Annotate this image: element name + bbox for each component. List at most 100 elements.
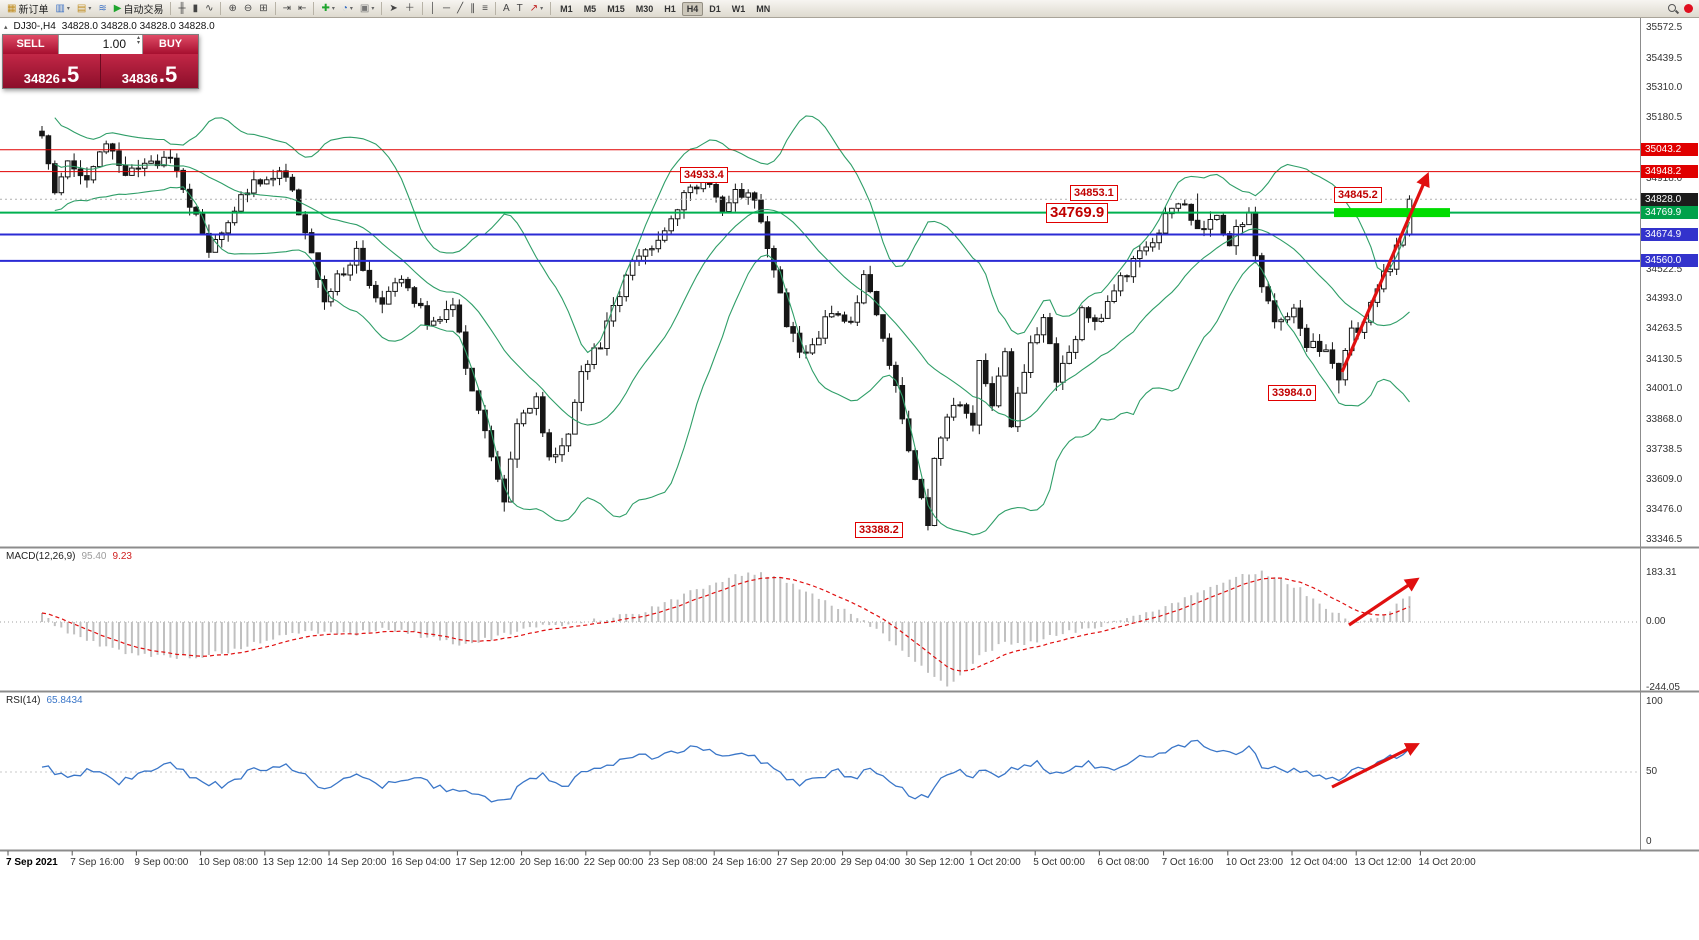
fibonacci-icon-icon: ≡	[482, 2, 488, 14]
price-annotation[interactable]: 33984.0	[1268, 385, 1316, 402]
text-icon[interactable]: A	[500, 1, 513, 16]
channel-icon[interactable]: ∥	[467, 1, 478, 16]
macd-histogram	[41, 570, 1411, 687]
horizontal-line-icon[interactable]: ─	[440, 1, 453, 16]
sell-price-frac: .5	[60, 62, 80, 88]
chart-symbol-ohlc: ▴ DJ30-,H4 34828.0 34828.0 34828.0 34828…	[4, 21, 215, 32]
templates-icon-icon: ▣	[359, 2, 370, 14]
crosshair-icon-icon: ＋	[404, 2, 415, 14]
volume-value: 1.00	[102, 37, 126, 51]
auto-scroll-icon[interactable]: ⇥	[280, 1, 294, 16]
trendline-icon[interactable]: ╱	[454, 1, 466, 16]
cursor-icon[interactable]: ➤	[386, 1, 400, 16]
candlesticks	[39, 126, 1413, 531]
bars-chart-icon[interactable]: ╫	[175, 1, 188, 16]
text-label-icon[interactable]: T	[514, 1, 526, 16]
tile-windows-icon[interactable]: ⊞	[256, 1, 270, 16]
buy-price[interactable]: 34836 .5	[100, 54, 198, 88]
channel-icon-icon: ∥	[470, 2, 476, 14]
one-click-trading-panel: SELL 1.00 ▴ ▾ BUY 34826 .5 34836 .5	[2, 34, 199, 89]
toolbar-separator	[170, 2, 172, 15]
sell-price[interactable]: 34826 .5	[3, 54, 100, 88]
templates-icon[interactable]: ▣ ▾	[357, 1, 377, 16]
vertical-line-icon[interactable]: │	[427, 1, 439, 16]
one-click-collapse-button[interactable]: ▴	[4, 23, 8, 31]
buy-button[interactable]: BUY	[143, 35, 198, 54]
volume-input[interactable]: 1.00 ▴ ▾	[58, 35, 143, 54]
period-selector-icon-icon: ◔	[341, 2, 348, 14]
period-selector-icon[interactable]: ◔ ▾	[339, 1, 356, 16]
zoom-in-icon-icon: ⊕	[228, 2, 237, 14]
timeframe-m15[interactable]: M15	[602, 2, 630, 16]
profiles-icon-icon: ▤	[76, 2, 87, 14]
macd-signal-line	[41, 576, 1410, 672]
spinner-up-icon[interactable]: ▴	[136, 35, 140, 41]
time-axis[interactable]	[0, 852, 1699, 940]
arrows-tool-icon-icon: ↗	[529, 2, 539, 14]
toolbar-separator	[550, 2, 552, 15]
timeframe-mn[interactable]: MN	[751, 2, 775, 16]
timeframe-m1[interactable]: M1	[555, 2, 578, 16]
panel-separator-line	[0, 849, 1699, 852]
dropdown-arrow-icon: ▾	[349, 6, 353, 12]
zoom-out-icon[interactable]: ⊖	[241, 1, 255, 16]
panel-separator[interactable]	[0, 545, 1640, 550]
line-chart-icon[interactable]: ∿	[202, 1, 216, 16]
cursor-icon-icon: ➤	[389, 2, 398, 14]
toolbar-separator	[381, 2, 383, 15]
market-watch-icon-icon: ≋	[98, 2, 107, 14]
price-annotation[interactable]: 34845.2	[1334, 187, 1382, 204]
sell-button[interactable]: SELL	[3, 35, 58, 54]
rsi-panel[interactable]	[0, 693, 1640, 850]
autotrading-button[interactable]: ▶ 自动交易	[111, 1, 167, 16]
new-order-button[interactable]: ▦ 新订单	[4, 1, 51, 16]
text-label-icon-icon: T	[516, 2, 523, 14]
toolbar-separator	[274, 2, 276, 15]
toolbar-separator	[313, 2, 315, 15]
new-order-button-label: 新订单	[18, 5, 49, 16]
timeframe-d1[interactable]: D1	[704, 2, 726, 16]
chart-window-icon[interactable]: ▥ ▾	[52, 1, 72, 16]
auto-scroll-icon-icon: ⇥	[282, 2, 292, 14]
notification-icon[interactable]	[1684, 4, 1693, 13]
arrows-tool-icon[interactable]: ↗ ▾	[527, 1, 546, 16]
zoom-in-icon[interactable]: ⊕	[225, 1, 239, 16]
dropdown-arrow-icon: ▾	[331, 6, 335, 12]
crosshair-icon[interactable]: ＋	[402, 1, 418, 16]
price-annotation[interactable]: 34769.9	[1046, 202, 1109, 223]
timeframe-w1[interactable]: W1	[727, 2, 751, 16]
candles-chart-icon[interactable]: ▮	[190, 1, 202, 16]
price-annotation[interactable]: 33388.2	[855, 522, 903, 539]
dropdown-arrow-icon: ▾	[66, 6, 70, 12]
macd-panel[interactable]	[0, 549, 1640, 691]
volume-spinner[interactable]: ▴ ▾	[136, 35, 140, 46]
search-icon[interactable]	[1667, 3, 1679, 15]
symbol-period-label: DJ30-,H4	[13, 21, 56, 32]
horizontal-line-icon-icon: ─	[443, 2, 451, 14]
dropdown-arrow-icon: ▾	[540, 6, 544, 12]
text-icon-icon: A	[502, 2, 510, 14]
add-indicator-icon[interactable]: ✚ ▾	[318, 1, 337, 16]
bars-chart-icon-icon: ╫	[178, 2, 186, 14]
panel-separator[interactable]	[0, 689, 1640, 694]
main-chart-panel[interactable]	[0, 18, 1640, 547]
timeframe-m5[interactable]: M5	[579, 2, 602, 16]
fibonacci-icon[interactable]: ≡	[479, 1, 491, 16]
profiles-icon[interactable]: ▤ ▾	[74, 1, 94, 16]
autotrading-button-label: 自动交易	[123, 5, 164, 16]
timeframe-m30[interactable]: M30	[631, 2, 659, 16]
panel-separator[interactable]	[0, 848, 1640, 853]
spinner-down-icon[interactable]: ▾	[136, 40, 140, 46]
timeframe-h1[interactable]: H1	[659, 2, 681, 16]
one-click-header-row: SELL 1.00 ▴ ▾ BUY	[3, 35, 198, 54]
timeframe-h4[interactable]: H4	[681, 1, 704, 16]
dropdown-arrow-icon: ▾	[88, 6, 92, 12]
chart-shift-icon[interactable]: ⇤	[295, 1, 309, 16]
price-axis[interactable]	[1640, 18, 1699, 852]
price-annotation[interactable]: 34933.4	[680, 166, 728, 183]
rsi-line	[41, 739, 1410, 803]
price-annotation[interactable]: 34853.1	[1070, 185, 1118, 202]
market-watch-icon[interactable]: ≋	[95, 1, 109, 16]
trend-arrow	[1331, 743, 1420, 789]
